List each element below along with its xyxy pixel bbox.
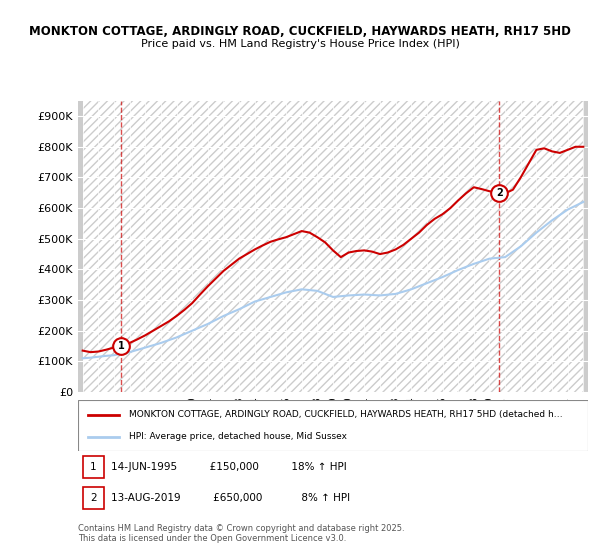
Text: 1: 1 — [90, 462, 97, 472]
Text: MONKTON COTTAGE, ARDINGLY ROAD, CUCKFIELD, HAYWARDS HEATH, RH17 5HD (detached h…: MONKTON COTTAGE, ARDINGLY ROAD, CUCKFIEL… — [129, 410, 563, 419]
Text: MONKTON COTTAGE, ARDINGLY ROAD, CUCKFIELD, HAYWARDS HEATH, RH17 5HD: MONKTON COTTAGE, ARDINGLY ROAD, CUCKFIEL… — [29, 25, 571, 38]
Text: 2: 2 — [496, 188, 503, 198]
Text: 2: 2 — [90, 493, 97, 503]
FancyBboxPatch shape — [83, 456, 104, 478]
Text: Price paid vs. HM Land Registry's House Price Index (HPI): Price paid vs. HM Land Registry's House … — [140, 39, 460, 49]
FancyBboxPatch shape — [83, 487, 104, 509]
Text: 13-AUG-2019          £650,000            8% ↑ HPI: 13-AUG-2019 £650,000 8% ↑ HPI — [111, 493, 350, 503]
Text: HPI: Average price, detached house, Mid Sussex: HPI: Average price, detached house, Mid … — [129, 432, 347, 441]
FancyBboxPatch shape — [78, 400, 588, 451]
Text: Contains HM Land Registry data © Crown copyright and database right 2025.
This d: Contains HM Land Registry data © Crown c… — [78, 524, 404, 543]
Text: 14-JUN-1995          £150,000          18% ↑ HPI: 14-JUN-1995 £150,000 18% ↑ HPI — [111, 462, 347, 472]
Text: 1: 1 — [118, 341, 124, 351]
